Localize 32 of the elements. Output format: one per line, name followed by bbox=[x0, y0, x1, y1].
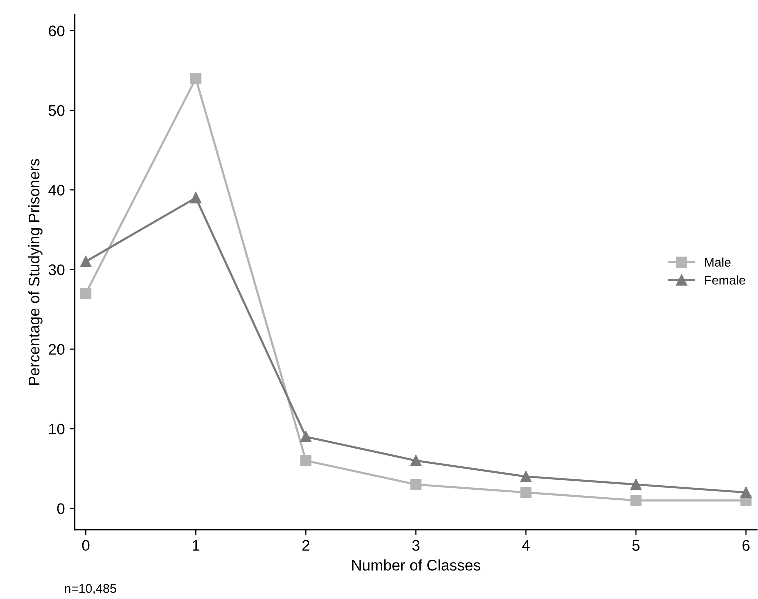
x-tick-label: 1 bbox=[192, 540, 200, 551]
point bbox=[740, 487, 752, 498]
x-tick-label: 6 bbox=[742, 540, 750, 552]
legend-label: Male bbox=[705, 258, 731, 267]
point bbox=[190, 192, 202, 204]
y-axis-title: Percentage of Studying Prisoners bbox=[28, 159, 43, 386]
point bbox=[80, 288, 92, 300]
x-tick-label: 4 bbox=[522, 540, 530, 551]
point bbox=[630, 479, 642, 490]
text: n=10,485 bbox=[65, 584, 116, 595]
point bbox=[520, 471, 532, 482]
point bbox=[190, 73, 202, 84]
y-tick-label: 0 bbox=[57, 503, 65, 514]
point bbox=[80, 256, 92, 268]
point bbox=[300, 431, 312, 443]
y-tick-label: 60 bbox=[49, 26, 65, 37]
x-tick-label: 5 bbox=[632, 540, 640, 552]
x-tick-label: 3 bbox=[412, 540, 420, 552]
point bbox=[630, 495, 642, 506]
y-tick-label: 10 bbox=[49, 424, 65, 435]
x-tick-label: 2 bbox=[302, 540, 310, 551]
y-tick-label: 20 bbox=[49, 344, 65, 356]
y-tick-label: 30 bbox=[48, 264, 65, 276]
point bbox=[300, 455, 312, 466]
point bbox=[410, 479, 422, 490]
y-tick-label: 50 bbox=[48, 105, 65, 116]
x-axis-title: Number of Classes bbox=[352, 560, 481, 571]
point bbox=[520, 487, 532, 498]
y-tick-label: 40 bbox=[48, 185, 65, 196]
x-tick-label: 0 bbox=[82, 540, 90, 552]
point bbox=[410, 455, 422, 466]
legend-label: Female bbox=[705, 276, 746, 285]
